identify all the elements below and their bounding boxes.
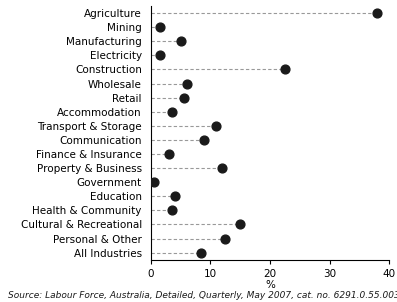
Point xyxy=(183,81,190,86)
Point xyxy=(166,152,172,156)
Point xyxy=(156,25,163,30)
Point xyxy=(169,208,175,213)
Point xyxy=(201,137,208,142)
Point xyxy=(374,11,380,15)
Point xyxy=(222,236,229,241)
Point xyxy=(237,222,243,227)
Point xyxy=(177,39,184,44)
Point xyxy=(180,95,187,100)
Point xyxy=(198,250,205,255)
Text: Source: Labour Force, Australia, Detailed, Quarterly, May 2007, cat. no. 6291.0.: Source: Labour Force, Australia, Detaile… xyxy=(8,291,397,300)
Point xyxy=(156,53,163,58)
Point xyxy=(151,180,157,185)
Point xyxy=(213,124,220,128)
Point xyxy=(172,194,178,199)
X-axis label: %: % xyxy=(265,280,275,290)
Point xyxy=(169,109,175,114)
Point xyxy=(282,67,288,72)
Point xyxy=(219,166,225,171)
